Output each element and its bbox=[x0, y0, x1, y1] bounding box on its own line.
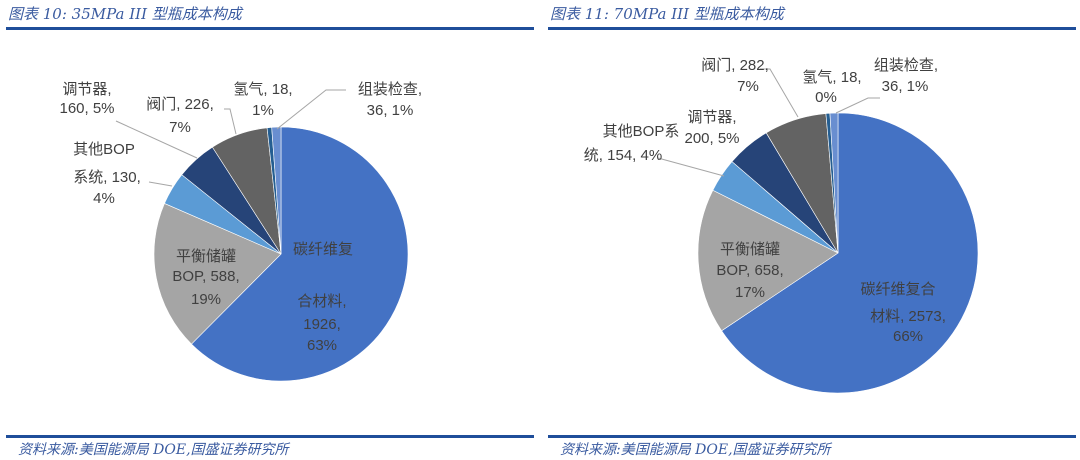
pie-slice bbox=[153, 203, 282, 345]
pie-slice bbox=[721, 112, 979, 394]
chart-title: 图表 11: 70MPa III 型瓶成本构成 bbox=[550, 5, 784, 23]
chart-source: 资料来源:美国能源局 DOE,国盛证券研究所 bbox=[18, 442, 289, 458]
data-label: BOP, 658, bbox=[716, 262, 784, 279]
pie-slice bbox=[271, 126, 282, 255]
data-label: BOP, 588, bbox=[172, 268, 240, 285]
data-label: 19% bbox=[190, 291, 222, 308]
pie-slice bbox=[191, 126, 409, 382]
data-label: 组装检查, bbox=[357, 81, 423, 98]
data-label: 阀门, 282, bbox=[701, 57, 769, 74]
data-label: 17% bbox=[734, 284, 766, 301]
data-label: 36, 1% bbox=[881, 78, 929, 95]
pie-chart-35mpa bbox=[115, 89, 409, 382]
data-label: 组装检查, bbox=[873, 57, 939, 74]
chart-source: 资料来源:美国能源局 DOE,国盛证券研究所 bbox=[560, 442, 831, 458]
data-label: 碳纤维复合 bbox=[860, 281, 936, 298]
pie-chart-70mpa bbox=[657, 68, 979, 394]
data-label: 氢气, 18, bbox=[802, 69, 862, 86]
data-label: 材料, 2573, bbox=[870, 308, 946, 325]
title-divider bbox=[6, 27, 534, 30]
data-label: 66% bbox=[892, 328, 924, 345]
data-label: 1926, bbox=[303, 316, 341, 333]
data-label: 63% bbox=[306, 337, 338, 354]
data-label: 合材料, bbox=[297, 293, 347, 310]
data-label: 1% bbox=[252, 102, 274, 119]
data-label: 氢气, 18, bbox=[233, 81, 293, 98]
data-label: 其他BOP系 bbox=[602, 123, 680, 140]
data-label: 其他BOP bbox=[73, 141, 135, 158]
data-label: 阀门, 226, bbox=[146, 96, 214, 113]
data-label: 平衡储罐 bbox=[175, 248, 237, 265]
leader-lines bbox=[115, 89, 346, 187]
chart-title: 图表 10: 35MPa III 型瓶成本构成 bbox=[8, 5, 242, 23]
chart-panel-70mpa: 图表 11: 70MPa III 型瓶成本构成 碳纤维复合材料, 2573, 66… bbox=[546, 0, 1078, 460]
data-label: 调节器, bbox=[687, 109, 737, 126]
data-label: 系统, 130, bbox=[73, 169, 141, 186]
source-divider bbox=[548, 435, 1076, 438]
data-label: 7% bbox=[169, 119, 191, 136]
data-label: 4% bbox=[93, 190, 115, 207]
data-label: 36, 1% bbox=[366, 102, 414, 119]
title-divider bbox=[548, 27, 1076, 30]
data-label: 200, 5% bbox=[684, 130, 740, 147]
data-label: 平衡储罐 bbox=[719, 241, 781, 258]
pie-slice bbox=[697, 189, 839, 332]
data-label: 0% bbox=[815, 89, 837, 106]
data-label: 调节器, bbox=[62, 81, 112, 98]
data-label: 统, 154, 4% bbox=[583, 147, 663, 164]
pie-slice bbox=[829, 112, 839, 254]
data-label: 7% bbox=[737, 78, 759, 95]
data-label: 碳纤维复 bbox=[292, 241, 354, 258]
chart-panel-35mpa: 图表 10: 35MPa III 型瓶成本构成 碳纤维复合材料, 1926, 63%… bbox=[4, 0, 536, 460]
source-divider bbox=[6, 435, 534, 438]
data-label: 160, 5% bbox=[59, 100, 115, 117]
leader-lines bbox=[657, 68, 880, 177]
